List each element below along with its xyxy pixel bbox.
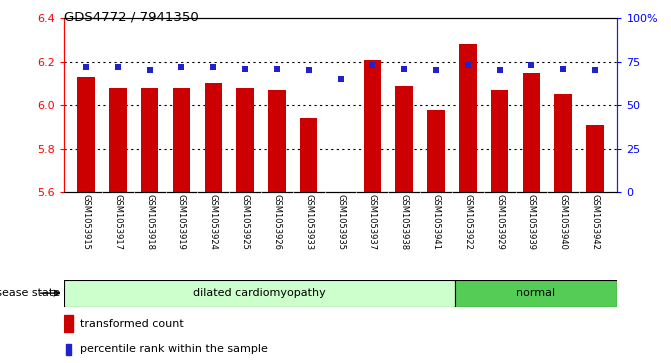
Text: GSM1053940: GSM1053940 [559,194,568,250]
Text: GSM1053933: GSM1053933 [304,194,313,250]
Point [495,68,505,73]
Text: disease state: disease state [0,288,60,298]
Bar [172,88,190,192]
Bar [395,86,413,192]
Bar [554,94,572,192]
Bar [523,73,540,192]
Text: GSM1053937: GSM1053937 [368,194,377,250]
Text: GSM1053929: GSM1053929 [495,194,504,250]
Text: transformed count: transformed count [81,319,184,329]
Point [336,76,346,82]
Point [399,66,409,72]
Text: GSM1053939: GSM1053939 [527,194,536,250]
Point [462,62,473,68]
Text: GSM1053938: GSM1053938 [400,194,409,250]
Point [272,66,282,72]
Text: GSM1053942: GSM1053942 [590,194,600,250]
Point [590,68,601,73]
Bar [109,88,127,192]
Point [176,64,187,70]
Point [144,68,155,73]
Text: GDS4772 / 7941350: GDS4772 / 7941350 [64,11,199,24]
Bar [64,315,73,332]
Text: GSM1053915: GSM1053915 [81,194,91,250]
Text: GSM1053941: GSM1053941 [431,194,440,250]
Bar [454,280,617,307]
Text: GSM1053919: GSM1053919 [177,194,186,250]
Text: normal: normal [517,288,556,298]
Bar [64,280,454,307]
Text: GSM1053917: GSM1053917 [113,194,122,250]
Bar [268,90,286,192]
Bar [364,60,381,192]
Bar [77,77,95,192]
Bar [586,125,604,192]
Bar [66,344,71,355]
Text: percentile rank within the sample: percentile rank within the sample [81,344,268,355]
Point [240,66,250,72]
Point [81,64,91,70]
Point [558,66,568,72]
Text: GSM1053935: GSM1053935 [336,194,345,250]
Point [208,64,219,70]
Text: GSM1053926: GSM1053926 [272,194,281,250]
Bar [205,83,222,192]
Bar [459,44,476,192]
Point [367,62,378,68]
Bar [491,90,509,192]
Bar [427,110,445,192]
Bar [300,118,317,192]
Point [303,68,314,73]
Point [113,64,123,70]
Bar [141,88,158,192]
Point [431,68,442,73]
Text: GSM1053924: GSM1053924 [209,194,218,250]
Text: GSM1053925: GSM1053925 [241,194,250,250]
Text: dilated cardiomyopathy: dilated cardiomyopathy [193,288,325,298]
Point [526,62,537,68]
Bar [236,88,254,192]
Text: GSM1053918: GSM1053918 [145,194,154,250]
Text: GSM1053922: GSM1053922 [463,194,472,250]
